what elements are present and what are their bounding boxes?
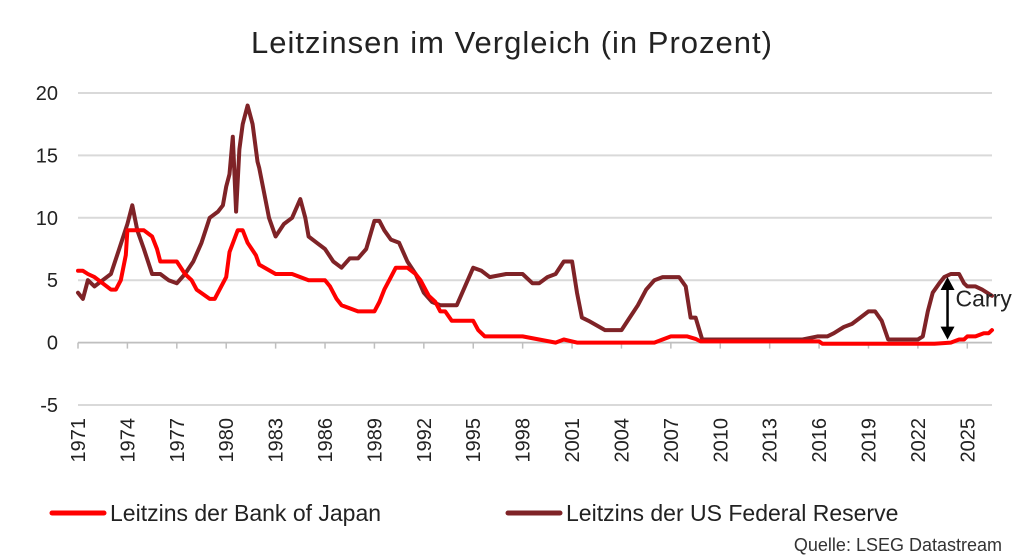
y-tick-label: 5 [47, 270, 58, 292]
y-tick-label: 10 [36, 208, 58, 230]
carry-label: Carry [956, 285, 1013, 311]
x-tick-label: 2001 [562, 418, 584, 463]
x-tick-label: 1995 [463, 418, 485, 463]
x-tick-label: 2004 [611, 418, 633, 463]
series-line-boj [76, 228, 994, 346]
source-note: Quelle: LSEG Datastream [794, 535, 1002, 555]
x-tick-label: 1983 [266, 418, 288, 463]
x-axis: 1971 1974 1977 1980 1983 1986 1989 1992 1995 1998… [68, 341, 992, 463]
x-tick-label: 1977 [167, 418, 189, 463]
x-tick-label: 1980 [216, 418, 238, 463]
x-tick-label: 2019 [858, 418, 880, 463]
legend: Leitzins der Bank of Japan Leitzins der U… [49, 500, 898, 526]
y-tick-label: 0 [47, 333, 58, 355]
x-tick-label: 1998 [513, 418, 535, 463]
carry-arrow-head-down [940, 326, 955, 340]
y-tick-label: 15 [36, 145, 58, 167]
x-tick-label: 2013 [760, 418, 782, 463]
series-lines [76, 103, 994, 346]
carry-arrow-head-up [940, 276, 955, 290]
x-tick-label: 2010 [710, 418, 732, 463]
legend-label: Leitzins der US Federal Reserve [566, 500, 898, 526]
x-tick-label: 2025 [957, 418, 979, 463]
carry-annotation: Carry [940, 276, 1013, 340]
x-tick-label: 1989 [364, 418, 386, 463]
legend-label: Leitzins der Bank of Japan [110, 500, 381, 526]
x-tick-label: 1992 [414, 418, 436, 463]
x-tick-label: 2022 [908, 418, 930, 463]
gridlines [78, 92, 992, 406]
y-axis: 20 15 10 5 0 -5 [36, 83, 58, 417]
x-tick-label: 2007 [661, 418, 683, 463]
x-tick-label: 1971 [68, 418, 90, 463]
series-line-fed [76, 103, 994, 342]
chart-title: Leitzinsen im Vergleich (in Prozent) [251, 25, 773, 60]
y-tick-label: 20 [36, 83, 58, 105]
x-tick-label: 2016 [809, 418, 831, 463]
x-tick-label: 1986 [315, 418, 337, 463]
y-tick-label: -5 [40, 395, 58, 417]
x-tick-label: 1974 [117, 418, 139, 463]
